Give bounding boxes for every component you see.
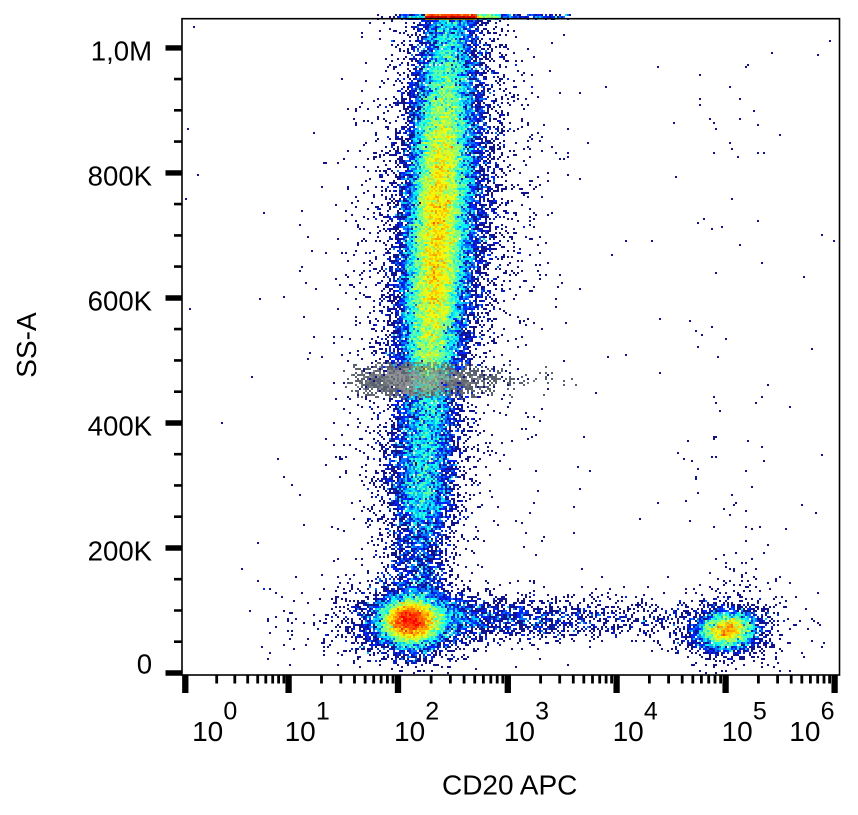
svg-text:5: 5 bbox=[753, 697, 767, 725]
svg-text:4: 4 bbox=[644, 697, 658, 725]
svg-text:600K: 600K bbox=[88, 285, 153, 316]
svg-text:SS-A: SS-A bbox=[11, 312, 42, 378]
svg-text:10: 10 bbox=[504, 716, 535, 747]
svg-text:10: 10 bbox=[789, 716, 820, 747]
svg-text:0: 0 bbox=[223, 697, 237, 725]
svg-text:1: 1 bbox=[316, 697, 330, 725]
svg-text:800K: 800K bbox=[88, 160, 153, 191]
svg-text:6: 6 bbox=[821, 697, 835, 725]
svg-text:10: 10 bbox=[613, 716, 644, 747]
svg-text:10: 10 bbox=[394, 716, 425, 747]
svg-text:3: 3 bbox=[535, 697, 549, 725]
svg-text:1,0M: 1,0M bbox=[91, 35, 152, 66]
svg-text:200K: 200K bbox=[88, 535, 153, 566]
svg-text:10: 10 bbox=[285, 716, 316, 747]
svg-text:0: 0 bbox=[137, 648, 152, 679]
svg-text:CD20 APC: CD20 APC bbox=[442, 770, 577, 801]
svg-text:2: 2 bbox=[425, 697, 439, 725]
svg-text:400K: 400K bbox=[88, 410, 153, 441]
svg-text:10: 10 bbox=[192, 716, 223, 747]
svg-text:10: 10 bbox=[722, 716, 753, 747]
